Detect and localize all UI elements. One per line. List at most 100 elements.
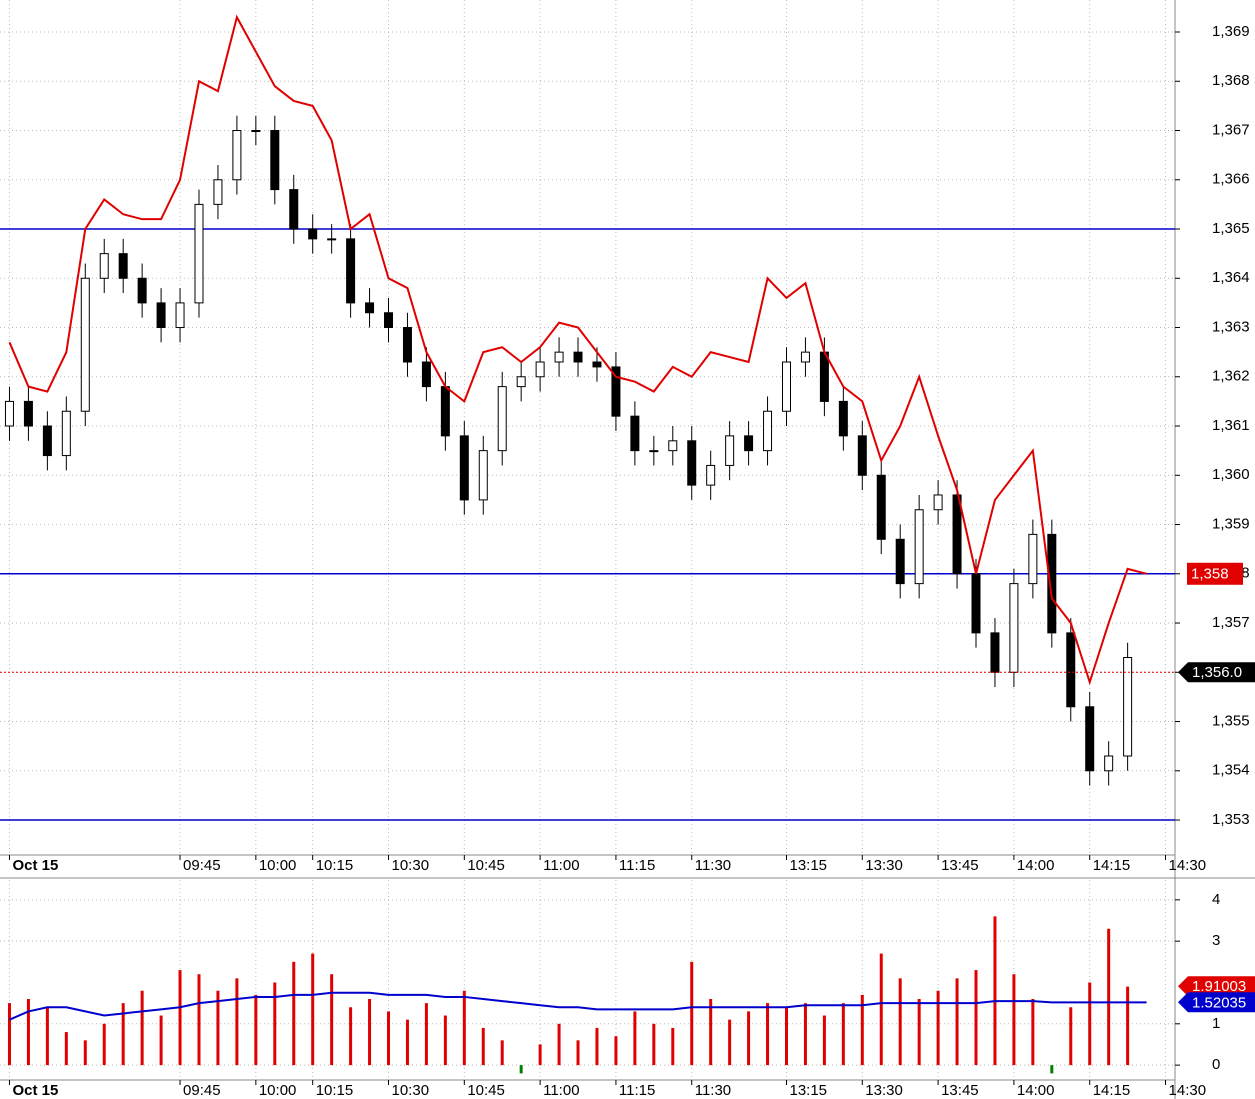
bar — [292, 961, 296, 1066]
candle-body — [706, 464, 716, 486]
candle-body — [516, 376, 526, 388]
bar — [216, 990, 220, 1066]
x-tick-label: 10:30 — [392, 1082, 430, 1099]
y-tick-label: 3 — [1212, 932, 1220, 949]
bar — [993, 916, 997, 1066]
candle-body — [4, 400, 14, 427]
candle-body — [459, 435, 469, 501]
candle-body — [535, 361, 545, 378]
bar — [45, 1007, 49, 1066]
y-tick-label: 1,355 — [1212, 712, 1250, 729]
candle-body — [194, 203, 204, 304]
x-tick-label: 13:15 — [789, 1082, 827, 1099]
candle-body — [1123, 657, 1133, 757]
bar — [538, 1044, 542, 1066]
bar — [747, 1011, 751, 1066]
price-tag-label: 1.91003 — [1192, 978, 1246, 995]
x-tick-label: 14:30 — [1169, 1082, 1207, 1099]
x-tick-label: 10:00 — [259, 1082, 297, 1099]
x-tick-label: 14:00 — [1017, 1082, 1055, 1099]
bar — [803, 1003, 807, 1066]
candle-body — [289, 189, 299, 230]
x-tick-label: 13:45 — [941, 1082, 979, 1099]
bar — [879, 953, 883, 1066]
bar — [7, 1003, 11, 1066]
candle-body — [365, 302, 375, 314]
bar — [102, 1023, 106, 1066]
bar — [273, 982, 277, 1066]
candle-body — [42, 425, 52, 457]
candle-body — [137, 277, 147, 304]
y-tick-label: 1,353 — [1212, 811, 1250, 828]
candle-body — [763, 410, 773, 452]
bar — [254, 994, 258, 1066]
candle-body — [384, 312, 394, 329]
candle-body — [440, 386, 450, 437]
bar — [974, 970, 978, 1066]
candle-body — [592, 361, 602, 368]
x-tick-label: 11:15 — [619, 1082, 655, 1099]
bar — [64, 1032, 68, 1066]
x-tick-label: Oct 15 — [12, 857, 58, 874]
x-tick-label: 10:15 — [316, 1082, 354, 1099]
candle-body — [971, 573, 981, 634]
x-tick-label: 13:15 — [789, 857, 827, 874]
bar — [898, 978, 902, 1066]
bar — [443, 1015, 447, 1066]
candle-body — [327, 238, 337, 241]
bar — [822, 1015, 826, 1066]
bar — [860, 994, 864, 1066]
average-line — [9, 991, 1147, 1021]
candle-body — [421, 361, 431, 388]
price-tag — [1178, 662, 1255, 683]
candle-body — [118, 253, 128, 279]
candle-body — [630, 415, 640, 452]
bar — [387, 1011, 391, 1066]
bar — [936, 990, 940, 1066]
y-tick-label: 1,364 — [1212, 269, 1250, 286]
y-tick-label: 1,357 — [1212, 614, 1250, 631]
candle-body — [649, 450, 659, 453]
x-tick-label: 10:45 — [467, 857, 505, 874]
candle-body — [933, 494, 943, 511]
y-tick-label: 1,369 — [1212, 23, 1250, 40]
bar — [1031, 999, 1035, 1066]
bar — [576, 1040, 580, 1066]
candle-body — [573, 351, 583, 363]
y-tick-label: 4 — [1212, 891, 1220, 908]
x-tick-label: 09:45 — [183, 1082, 221, 1099]
x-tick-label: 10:45 — [467, 1082, 505, 1099]
bar — [26, 999, 30, 1066]
bar — [424, 1003, 428, 1066]
candle-body — [876, 474, 886, 540]
bar — [1050, 1065, 1054, 1074]
bar — [197, 974, 201, 1066]
bar — [462, 990, 466, 1066]
bar — [1069, 1007, 1073, 1066]
candle-body — [990, 632, 1000, 673]
candle-body — [1028, 533, 1038, 585]
bar — [633, 1011, 637, 1066]
bar — [311, 953, 315, 1066]
candle-body — [346, 238, 356, 304]
bar — [481, 1027, 485, 1066]
candle-body — [402, 327, 412, 363]
candle-body — [744, 435, 754, 452]
bar — [235, 978, 239, 1066]
x-tick-label: 10:30 — [392, 857, 430, 874]
bar — [1126, 986, 1130, 1066]
y-tick-label: 1,365 — [1212, 220, 1250, 237]
candle-body — [23, 400, 33, 427]
candle-body — [1085, 706, 1095, 772]
x-tick-label: 11:00 — [543, 1082, 579, 1099]
candle-body — [175, 302, 185, 329]
x-tick-label: 11:30 — [695, 857, 731, 874]
y-tick-label: 0 — [1212, 1056, 1220, 1073]
price-tag — [1178, 976, 1255, 997]
candle-body — [213, 179, 223, 205]
candle-body — [819, 351, 829, 402]
bar — [500, 1040, 504, 1066]
x-tick-label: 13:30 — [865, 857, 903, 874]
